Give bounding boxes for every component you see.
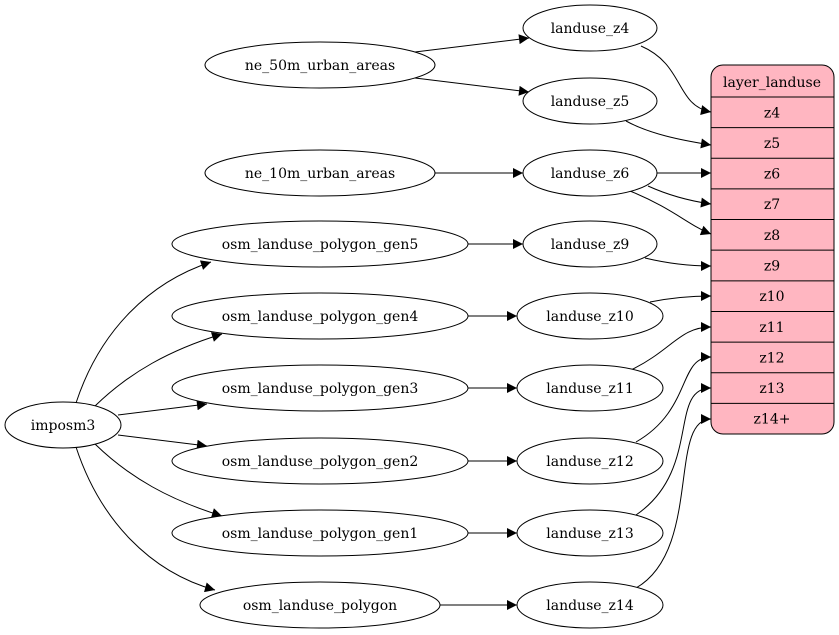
node-lz11: landuse_z11 (516, 364, 664, 412)
edges (75, 34, 712, 610)
record-field-z7: z7 (764, 197, 780, 213)
node-gen2: osm_landuse_polygon_gen2 (171, 437, 469, 485)
node-label: ne_50m_urban_areas (245, 58, 395, 74)
node-ne50: ne_50m_urban_areas (204, 41, 436, 89)
record-layer-landuse: layer_landuse z4 z5 z6 z7 z8 z9 z10 z11 z12 z13 z1… (710, 64, 835, 435)
node-label: landuse_z9 (551, 237, 630, 253)
node-poly: osm_landuse_polygon (199, 581, 441, 629)
edge-imposm3-gen2 (117, 434, 208, 450)
edge-lz14-z14plus (635, 414, 712, 589)
node-lz10: landuse_z10 (516, 292, 664, 340)
edge-imposm3-gen5 (75, 260, 212, 404)
edge-lz6-z7 (647, 185, 712, 208)
edge-imposm3-gen1 (94, 443, 223, 518)
node-label: landuse_z11 (546, 381, 633, 397)
record-field-z13: z13 (759, 381, 784, 397)
edge-imposm3-poly (75, 446, 216, 593)
edge-imposm3-gen4 (94, 332, 223, 407)
node-label: osm_landuse_polygon_gen5 (222, 237, 419, 253)
edge-lz9-z9 (644, 257, 712, 271)
node-lz5: landuse_z5 (522, 77, 658, 125)
node-label: landuse_z14 (546, 598, 634, 614)
record-field-z4: z4 (764, 105, 780, 121)
record-field-z6: z6 (764, 167, 780, 183)
node-lz12: landuse_z12 (516, 437, 664, 485)
edge-ne50-lz5 (414, 77, 530, 96)
record-field-z12: z12 (759, 350, 784, 366)
edge-imposm3-gen3 (117, 400, 208, 416)
record-field-z14plus: z14+ (754, 412, 791, 428)
edge-lz11-z11 (630, 322, 712, 371)
node-lz6: landuse_z6 (522, 149, 658, 197)
node-label: landuse_z5 (551, 94, 630, 110)
record-field-z8: z8 (764, 228, 780, 244)
node-gen5: osm_landuse_polygon_gen5 (171, 220, 469, 268)
record-title: layer_landuse (723, 75, 821, 91)
node-label: landuse_z6 (551, 166, 630, 182)
node-lz9: landuse_z9 (522, 220, 658, 268)
node-label: landuse_z12 (546, 454, 633, 470)
node-lz13: landuse_z13 (516, 509, 664, 557)
record-field-z11: z11 (759, 320, 784, 336)
edge-lz13-z13 (635, 383, 712, 516)
record-field-z10: z10 (759, 289, 784, 305)
edge-ne50-lz4 (414, 34, 530, 53)
edge-lz5-z5 (625, 120, 712, 149)
node-lz4: landuse_z4 (522, 4, 658, 52)
node-label: landuse_z13 (546, 526, 633, 542)
node-gen3: osm_landuse_polygon_gen3 (171, 364, 469, 412)
edge-lz12-z12 (635, 352, 712, 443)
node-label: osm_landuse_polygon (243, 598, 397, 614)
node-label: imposm3 (31, 418, 96, 434)
node-lz14: landuse_z14 (516, 581, 664, 629)
node-imposm3: imposm3 (4, 401, 122, 449)
node-label: osm_landuse_polygon_gen1 (222, 526, 419, 542)
node-label: landuse_z10 (546, 309, 633, 325)
node-ne10: ne_10m_urban_areas (204, 149, 436, 197)
node-gen1: osm_landuse_polygon_gen1 (171, 509, 469, 557)
record-field-z9: z9 (764, 259, 780, 275)
edge-lz6-z8 (629, 190, 712, 236)
node-label: osm_landuse_polygon_gen2 (222, 454, 419, 470)
record-field-z5: z5 (764, 136, 780, 152)
node-gen4: osm_landuse_polygon_gen4 (171, 292, 469, 340)
edge-lz4-z4 (640, 45, 712, 115)
node-label: osm_landuse_polygon_gen3 (222, 381, 419, 397)
edge-lz10-z10 (649, 291, 712, 303)
node-label: ne_10m_urban_areas (245, 166, 395, 182)
node-label: osm_landuse_polygon_gen4 (222, 309, 419, 325)
node-label: landuse_z4 (551, 21, 630, 37)
